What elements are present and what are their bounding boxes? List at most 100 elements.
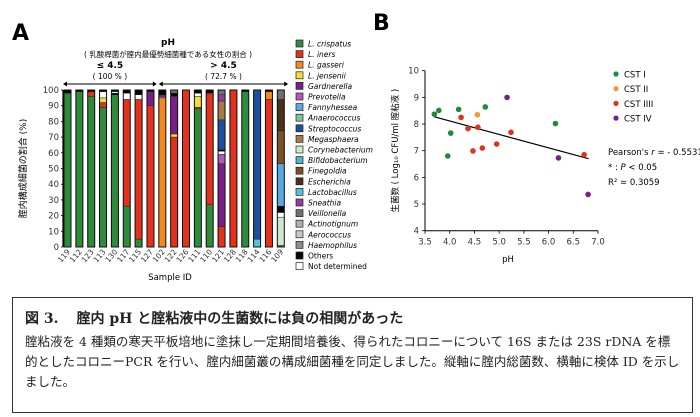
- bar-segment: [205, 92, 214, 205]
- x-tick-label: 5.0: [492, 238, 506, 248]
- bar-segment: [123, 99, 131, 207]
- legend-label: Escherichia: [308, 177, 351, 186]
- legend-swatch: [295, 92, 304, 101]
- arrow-head-right: [152, 81, 157, 87]
- scatter-point: [447, 130, 454, 136]
- bar-segment: [217, 154, 226, 165]
- legend-swatch: [295, 60, 304, 69]
- bar-segment: [194, 92, 202, 97]
- legend-label: Lactobacillus: [308, 188, 357, 197]
- stat-text-part: * :: [608, 163, 621, 173]
- bar-outline: [276, 89, 285, 248]
- bar-segment: [277, 130, 285, 165]
- caption-title: 腟内 pH と腟粘液中の生菌数には負の相関があった: [76, 311, 404, 327]
- legend-label: Bifidobacterium: [308, 156, 368, 165]
- legend-label: Gardnerella: [308, 82, 352, 91]
- bar-segment: [170, 136, 178, 248]
- legend-swatch: [295, 230, 304, 239]
- scatter-point: [552, 120, 559, 127]
- bar-segment: [277, 89, 285, 100]
- bar-segment: [158, 89, 167, 95]
- bar-segment: [134, 238, 143, 248]
- group-percent: ( 72.7 % ): [205, 72, 242, 81]
- scatter-point: [470, 148, 476, 154]
- y-tick-label: 0: [54, 243, 59, 253]
- p-value: * : P < 0.05: [608, 163, 657, 173]
- bar-outline: [158, 89, 167, 248]
- bar-segment: [205, 204, 214, 248]
- scatter-point: [444, 153, 451, 159]
- bar-segment: [123, 205, 131, 248]
- group-label: ≤ 4.5: [97, 61, 124, 71]
- caption-title-line: 図 3. 腟内 pH と腟粘液中の生菌数には負の相関があった: [25, 308, 680, 328]
- arrow-head-right: [284, 81, 289, 87]
- bar-segment: [134, 89, 143, 95]
- y-tick-label: 5: [414, 200, 419, 210]
- legend-label: Not determined: [308, 262, 367, 271]
- x-axis-label: Sample ID: [148, 273, 192, 283]
- legend-swatch: [295, 251, 304, 260]
- y-tick-label: 20: [48, 212, 59, 222]
- legend-label: Corynebacterium: [308, 146, 373, 155]
- y-tick-label: 7: [414, 147, 419, 157]
- bar-segment: [265, 91, 273, 100]
- bar-segment: [265, 99, 273, 248]
- bar-segment: [111, 94, 119, 248]
- legend-swatch: [295, 262, 304, 270]
- bar-segment: [277, 163, 285, 207]
- bar-segment: [253, 89, 261, 240]
- x-tick-label: 7.0: [591, 238, 605, 248]
- scatter-point: [479, 145, 486, 151]
- y-axis-label: 生菌数 ( Log₁₀ CFU/ml 腟粘液 ): [390, 89, 401, 213]
- bar-segment: [217, 119, 226, 150]
- scatter-point: [482, 104, 489, 110]
- legend-label: Actinotignum: [307, 220, 358, 229]
- x-tick-label: 6.0: [542, 238, 556, 248]
- pearson-r: Pearson's r = - 0.5531: [608, 148, 700, 158]
- bar-outline: [229, 89, 238, 248]
- bar-segment: [123, 92, 131, 100]
- legend-label: L. gasseri: [308, 61, 345, 70]
- legend-swatch: [295, 103, 304, 111]
- legend-label: Fannyhessea: [308, 103, 358, 112]
- bar-segment: [170, 96, 178, 135]
- legend-label: Veillonella: [308, 209, 347, 218]
- y-tick-label: 4: [414, 227, 419, 237]
- bar-segment: [217, 226, 226, 248]
- bar-segment: [277, 99, 285, 132]
- legend-label: L. crispatus: [308, 40, 351, 49]
- bar-outline: [193, 89, 202, 248]
- bar-segment: [217, 163, 226, 227]
- bar-segment: [63, 92, 72, 248]
- y-tick-label: 50: [48, 165, 59, 175]
- legend-label: Aerococcus: [307, 230, 351, 239]
- legend-label: CST II: [624, 85, 648, 95]
- panel-label-b: B: [373, 11, 390, 36]
- bar-segment: [146, 105, 155, 248]
- scatter-point: [504, 94, 510, 101]
- legend-swatch: [295, 156, 304, 164]
- scatter-point: [431, 111, 438, 117]
- y-tick-label: 90: [48, 102, 59, 112]
- bar-outline: [170, 89, 179, 248]
- scatter-point: [475, 124, 481, 131]
- bar-segment: [99, 91, 107, 99]
- bar-outline: [122, 89, 131, 248]
- bar-segment: [75, 91, 84, 248]
- legend-label: CST IIII: [624, 100, 653, 110]
- legend-label: Prevotella: [308, 93, 346, 102]
- scatter-point: [455, 106, 462, 113]
- y-tick-label: 10: [408, 67, 419, 77]
- bar-segment: [194, 96, 202, 108]
- scatter-point: [581, 151, 587, 158]
- bar-segment: [182, 89, 190, 248]
- bar-segment: [277, 205, 285, 213]
- chart-subtitle: ( 乳酸桿菌が腟内最優勢細菌種である女性の割合 ): [84, 49, 252, 59]
- bar-outline: [205, 89, 214, 248]
- bar-segment: [229, 89, 238, 248]
- bar-outline: [182, 89, 190, 248]
- caption-number: 図 3.: [25, 311, 59, 327]
- bar-segment: [87, 91, 95, 97]
- bar-outline: [146, 89, 155, 248]
- figure-caption: 図 3. 腟内 pH と腟粘液中の生菌数には負の相関があった 腟粘液を 4 種類の…: [12, 297, 693, 413]
